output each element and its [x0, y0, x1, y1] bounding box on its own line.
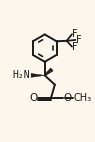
Text: CH₃: CH₃ — [74, 93, 92, 103]
Text: F: F — [72, 42, 78, 52]
Text: O: O — [29, 93, 37, 103]
Text: F: F — [76, 35, 82, 45]
Text: H₂N: H₂N — [13, 70, 30, 80]
Polygon shape — [31, 73, 45, 77]
Text: O: O — [63, 93, 71, 103]
Text: F: F — [72, 29, 78, 39]
